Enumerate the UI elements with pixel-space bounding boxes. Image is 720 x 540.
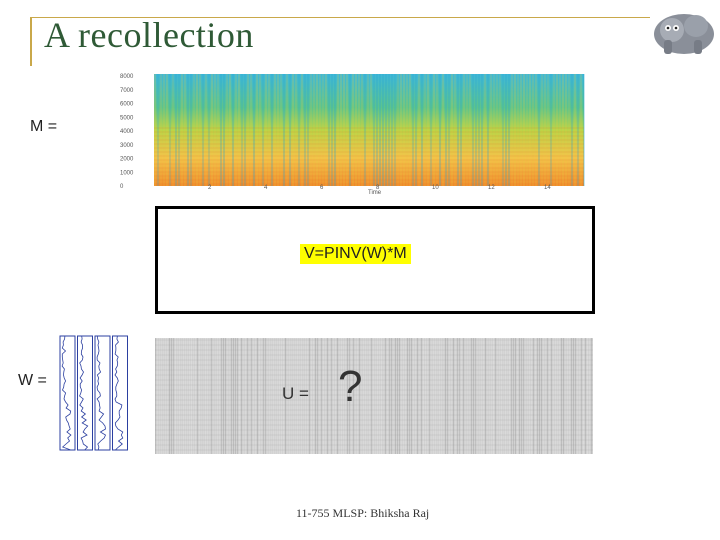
spectrogram-ytick: 0 — [120, 184, 124, 190]
mascot-logo-icon — [654, 14, 714, 54]
spectrogram-xtick: 12 — [488, 185, 495, 191]
m-label: M = — [30, 118, 58, 135]
slide-footer: 11-755 MLSP: Bhiksha Raj — [296, 506, 430, 520]
w-label: W = — [18, 372, 47, 389]
spectrogram-xtick: 14 — [544, 185, 551, 191]
spectrogram-xtick: 4 — [264, 185, 268, 191]
spectrogram-xlabel: Time — [368, 190, 382, 196]
spectrogram-xtick: 6 — [320, 185, 324, 191]
basis-matrix-w — [59, 335, 128, 451]
spectrogram-xtick: 8 — [376, 185, 380, 191]
basis-column — [59, 335, 76, 451]
spectrogram-ytick: 5000 — [120, 115, 134, 121]
basis-column — [77, 335, 93, 451]
spectrogram-ytick: 2000 — [120, 157, 134, 163]
spectrogram-xtick: 10 — [432, 185, 439, 191]
spectrogram-ytick: 1000 — [120, 170, 134, 176]
slide-title: A recollection — [44, 15, 254, 55]
spectrogram-ytick: 8000 — [120, 74, 134, 80]
question-mark: ? — [338, 362, 363, 411]
spectrogram-xtick: 2 — [208, 185, 212, 191]
spectrogram-ytick: 4000 — [120, 129, 134, 135]
basis-column — [94, 335, 111, 451]
title-rule — [30, 17, 650, 18]
spectrogram-ytick: 7000 — [120, 88, 134, 94]
spectrogram-m: 8000 7000 6000 5000 4000 3000 2000 1000 0 2 4 6 8 10… — [120, 74, 585, 196]
u-label: U = — [282, 384, 309, 403]
spectrogram-ytick: 3000 — [120, 143, 134, 149]
spectrogram-ytick: 6000 — [120, 102, 134, 108]
title-accent-bar — [30, 18, 32, 66]
activation-matrix-image — [155, 338, 593, 454]
basis-column — [112, 335, 128, 451]
pinv-formula: V=PINV(W)*M — [300, 244, 411, 264]
